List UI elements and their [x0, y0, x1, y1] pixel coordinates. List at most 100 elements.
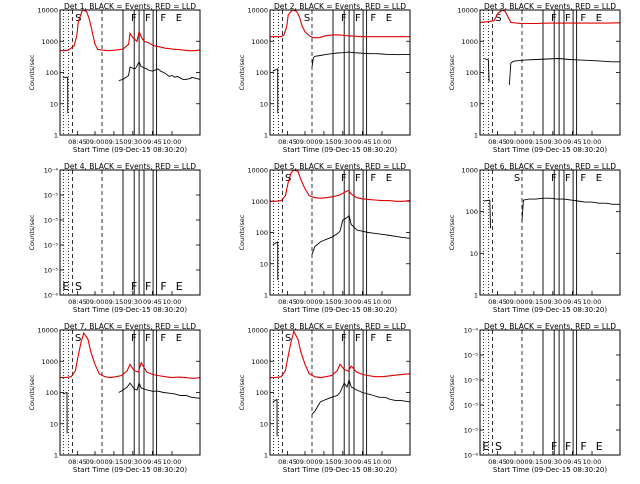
- x-tick-label: 08:45: [68, 458, 87, 466]
- marker-label: E: [386, 173, 392, 184]
- y-tick-label: 100: [466, 69, 478, 77]
- x-axis-label: Start Time (09-Dec-15 08:30:20): [283, 466, 397, 474]
- x-tick-label: 09:45: [563, 138, 582, 146]
- x-tick-label: 10:00: [373, 458, 392, 466]
- marker-label: E: [176, 333, 182, 344]
- marker-label: F: [145, 280, 151, 293]
- series-line-lld: [270, 9, 410, 39]
- y-tick-label: 10000: [247, 7, 268, 15]
- x-tick-label: 10:00: [583, 138, 602, 146]
- y-tick-label: 1000: [41, 38, 58, 46]
- marker-label: F: [131, 280, 137, 293]
- marker-label: F: [341, 333, 347, 344]
- x-tick-label: 09:15: [525, 138, 544, 146]
- y-axis-label: Counts/sec: [448, 54, 456, 90]
- x-tick-label: 10:00: [163, 298, 182, 306]
- marker-label: F: [551, 440, 557, 453]
- y-tick-label: 1: [264, 132, 268, 140]
- x-tick-label: 09:30: [123, 298, 142, 306]
- y-tick-label: 10⁻⁵: [44, 242, 59, 250]
- marker-label: E: [176, 280, 183, 293]
- marker-label: F: [355, 13, 361, 24]
- x-axis-label: Start Time (09-Dec-15 08:30:20): [493, 466, 607, 474]
- y-tick-label: 10: [260, 260, 268, 268]
- marker-label: F: [370, 13, 376, 24]
- x-tick-label: 10:00: [373, 138, 392, 146]
- y-tick-label: 10000: [247, 167, 268, 175]
- x-axis-label: Start Time (09-Dec-15 08:30:20): [73, 306, 187, 314]
- y-tick-label: 10⁻⁶: [44, 292, 59, 300]
- x-tick-label: 09:00: [86, 458, 105, 466]
- x-tick-label: 08:45: [278, 458, 297, 466]
- y-tick-label: 10: [470, 250, 478, 258]
- x-tick-label: 09:15: [315, 298, 334, 306]
- y-axis-label: Counts/sec: [448, 374, 456, 410]
- y-tick-label: 10: [50, 100, 58, 108]
- x-tick-label: 08:45: [488, 138, 507, 146]
- chart-title: Det 5, BLACK = Events, RED = LLD: [274, 162, 406, 171]
- series-line-lld: [60, 9, 201, 52]
- y-tick-label: 10⁻⁵: [464, 352, 479, 360]
- x-tick-label: 09:00: [296, 138, 315, 146]
- y-tick-label: 10: [260, 100, 268, 108]
- x-tick-label: 10:00: [583, 458, 602, 466]
- plot-frame: [479, 169, 621, 296]
- x-tick-label: 08:45: [488, 298, 507, 306]
- y-tick-label: 100: [256, 229, 268, 237]
- marker-label: E: [596, 440, 603, 453]
- y-axis-label: Counts/sec: [28, 214, 36, 250]
- x-tick-label: 09:45: [353, 298, 372, 306]
- marker-label: F: [370, 333, 376, 344]
- marker-label: E: [62, 280, 69, 293]
- y-tick-label: 1: [474, 132, 478, 140]
- marker-label: S: [285, 333, 291, 344]
- y-tick-label: 10⁻⁴: [44, 167, 59, 175]
- marker-label: F: [131, 13, 137, 24]
- x-tick-label: 09:30: [333, 458, 352, 466]
- x-axis-label: Start Time (09-Dec-15 08:30:20): [493, 146, 607, 154]
- marker-label: S: [514, 173, 520, 184]
- x-tick-label: 09:00: [86, 298, 105, 306]
- y-tick-label: 10⁻⁵: [464, 402, 479, 410]
- marker-label: F: [580, 173, 586, 184]
- marker-label: F: [145, 333, 151, 344]
- y-tick-label: 1000: [461, 38, 478, 46]
- x-tick-label: 08:45: [278, 298, 297, 306]
- x-tick-label: 09:45: [563, 458, 582, 466]
- series-line-events: [62, 381, 201, 434]
- y-tick-label: 10⁻⁵: [464, 377, 479, 385]
- marker-label: F: [370, 173, 376, 184]
- y-axis-label: Counts/sec: [448, 214, 456, 250]
- marker-label: E: [596, 173, 602, 184]
- y-tick-label: 10⁻⁵: [44, 192, 59, 200]
- x-tick-label: 09:30: [123, 138, 142, 146]
- y-tick-label: 100: [466, 208, 478, 216]
- y-tick-label: 1000: [41, 358, 58, 366]
- chart-title: Det 2, BLACK = Events, RED = LLD: [274, 2, 406, 11]
- y-axis-label: Counts/sec: [238, 214, 246, 250]
- y-tick-label: 10: [260, 420, 268, 428]
- plot-frame: [59, 9, 201, 136]
- marker-label: F: [565, 173, 571, 184]
- x-tick-label: 09:45: [143, 138, 162, 146]
- marker-label: F: [580, 440, 586, 453]
- marker-label: F: [341, 13, 347, 24]
- chart-title: Det 6, BLACK = Events, RED = LLD: [484, 162, 616, 171]
- series-line-lld: [270, 329, 411, 379]
- x-tick-label: 09:45: [353, 138, 372, 146]
- marker-label: F: [160, 13, 166, 24]
- y-tick-label: 1: [474, 292, 478, 300]
- y-tick-label: 10⁻⁶: [464, 452, 479, 460]
- x-axis-label: Start Time (09-Dec-15 08:30:20): [283, 146, 397, 154]
- marker-label: S: [75, 280, 82, 293]
- x-tick-label: 09:30: [543, 458, 562, 466]
- y-tick-label: 10⁻⁵: [44, 217, 59, 225]
- y-tick-label: 10: [50, 420, 58, 428]
